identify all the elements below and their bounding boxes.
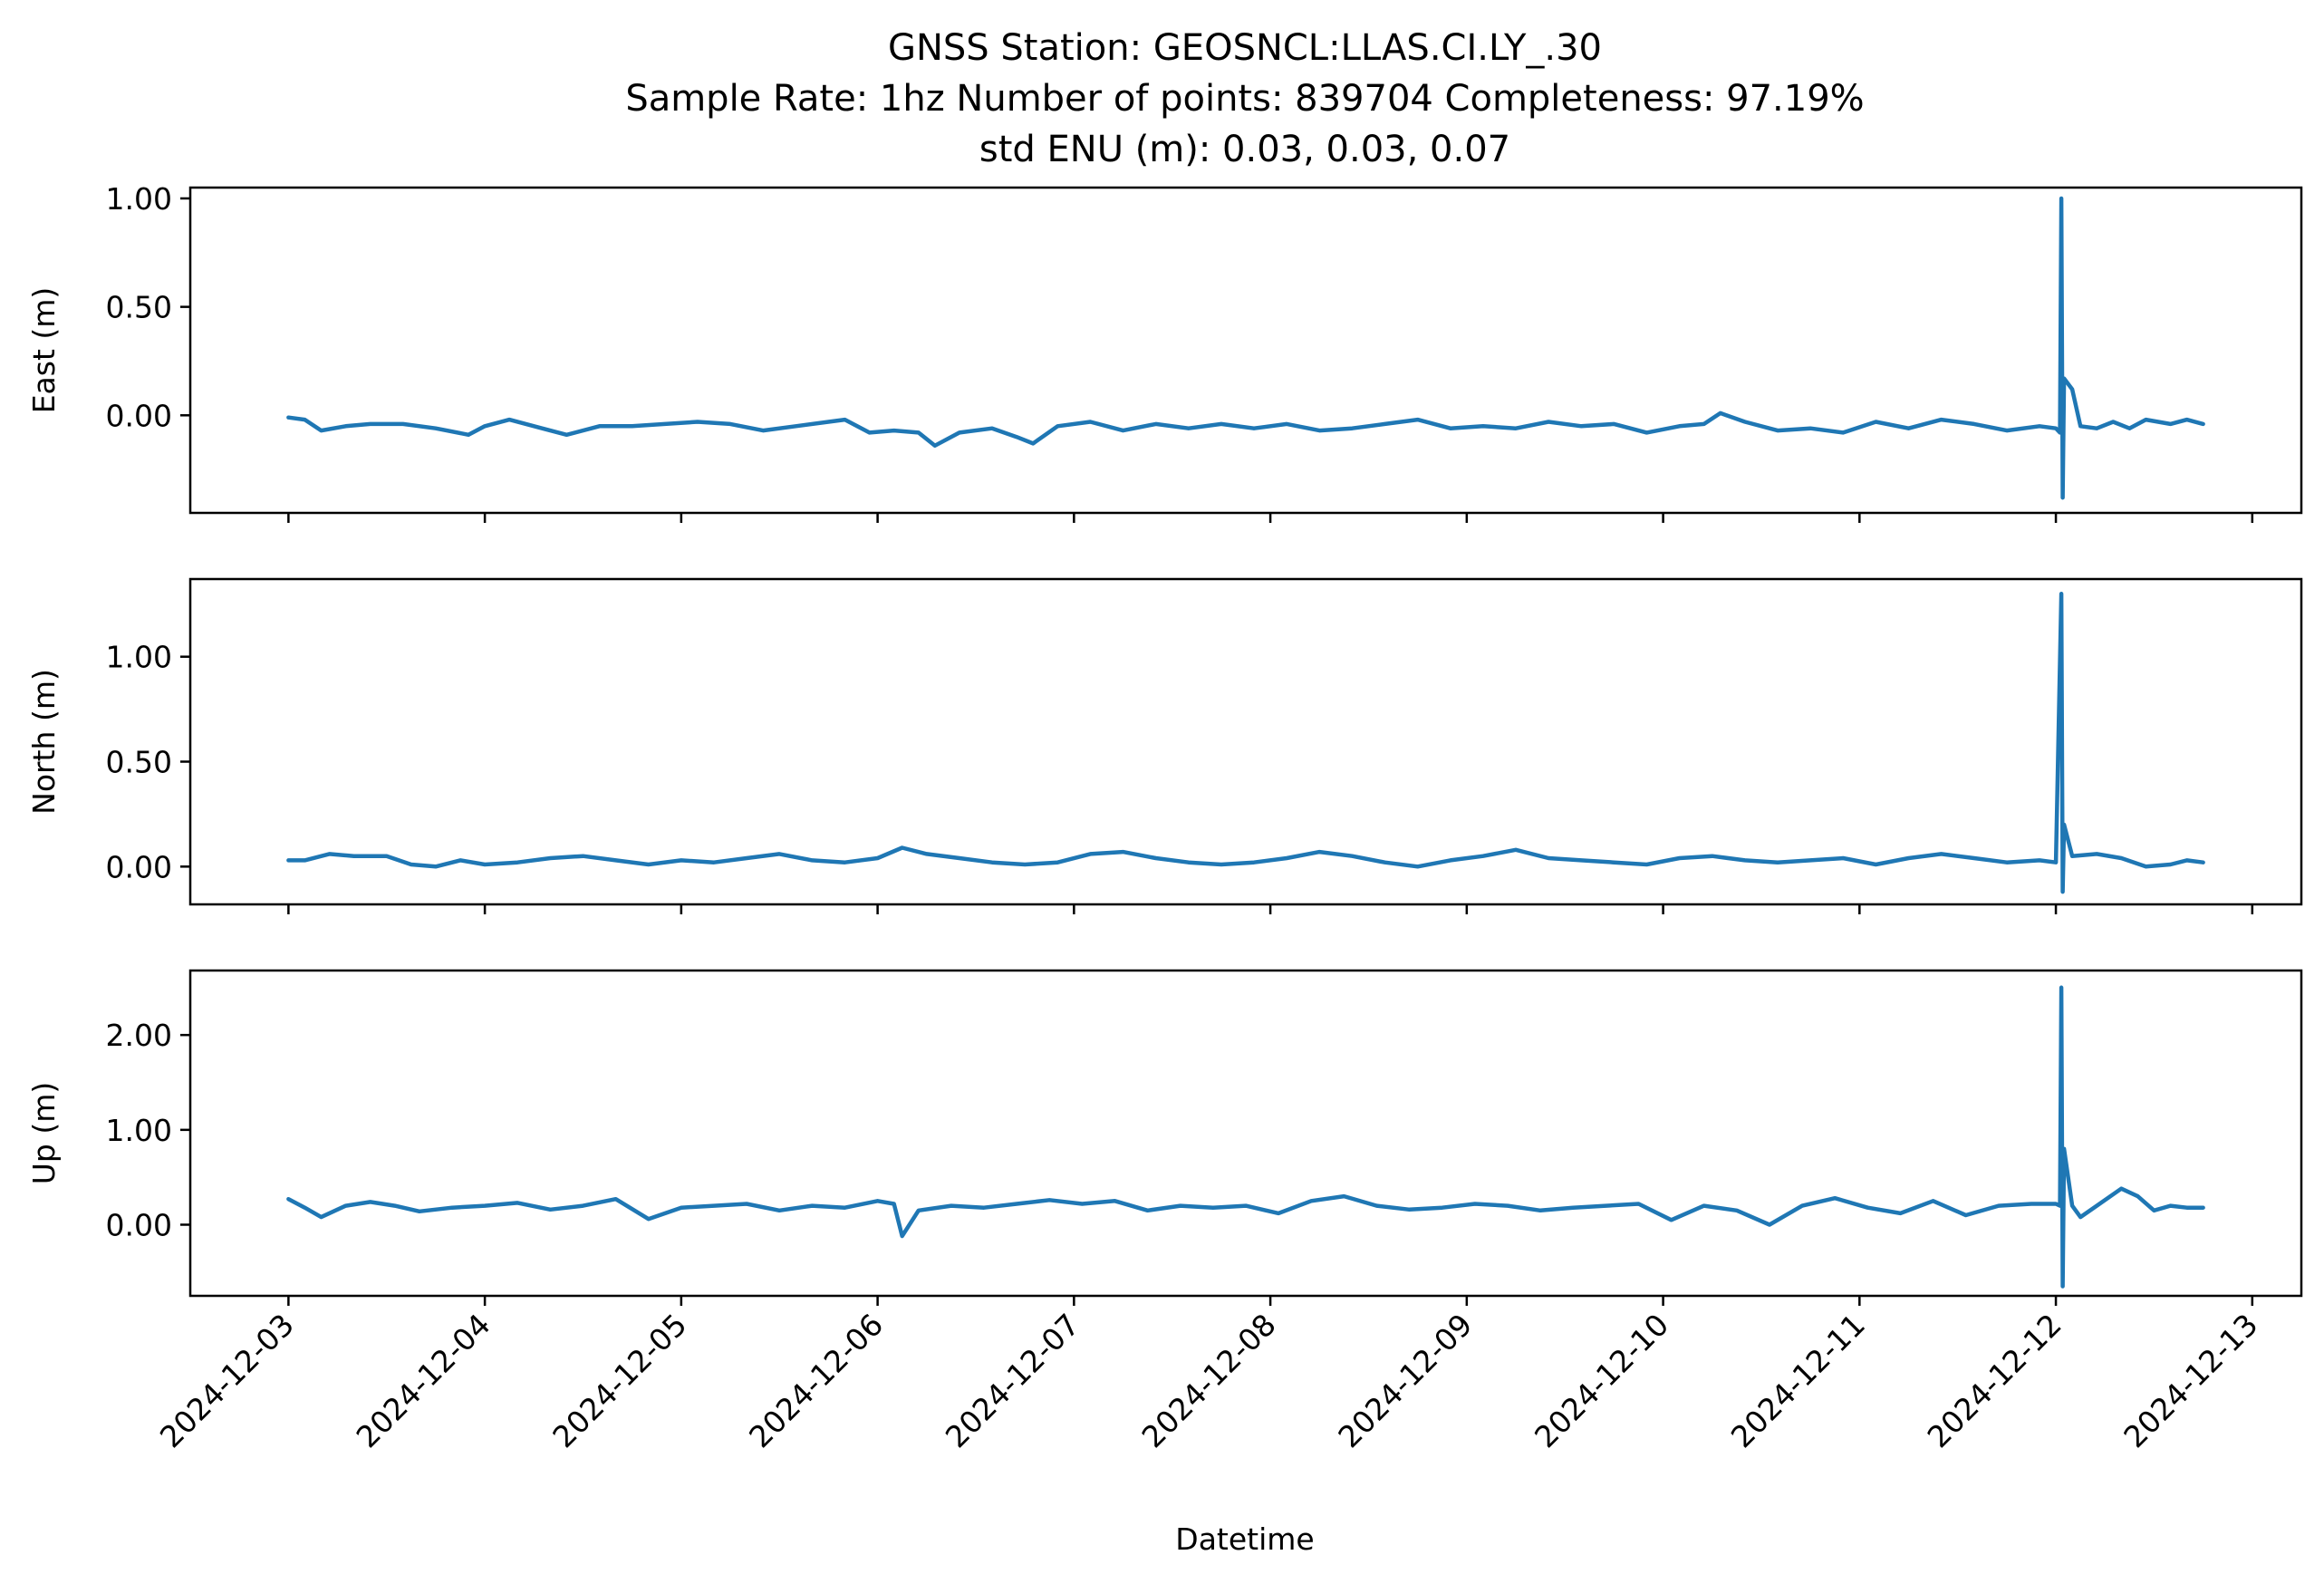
x-tick-label: 2024-12-06	[742, 1307, 890, 1454]
east-y-tick-label: 1.00	[106, 181, 172, 217]
up-axes-frame	[188, 969, 2303, 1298]
panel-north: 1.00 0.50 0.00 North (m)	[26, 577, 2303, 914]
title-line-stats: Sample Rate: 1hz Number of points: 83970…	[625, 78, 1864, 120]
panel-up: 2.00 1.00 0.00 Up (m)	[26, 969, 2303, 1306]
north-y-tick-label: 1.00	[106, 640, 172, 675]
x-tick-label: 2024-12-10	[1528, 1307, 1675, 1454]
subplot-panels: 1.00 0.50 0.00 East (m) 1.00 0.50 0.00 North (m…	[26, 181, 2303, 1306]
x-tick-label: 2024-12-13	[2117, 1307, 2264, 1454]
east-y-tick-label: 0.50	[106, 290, 172, 325]
east-y-tick-label: 0.00	[106, 398, 172, 433]
east-y-axis-label: East (m)	[26, 287, 62, 414]
x-tick-label: 2024-12-09	[1331, 1307, 1479, 1454]
up-y-tick-label: 1.00	[106, 1113, 172, 1148]
north-axes-frame	[188, 577, 2303, 906]
up-y-tick-label: 2.00	[106, 1018, 172, 1053]
title-line-std: std ENU (m): 0.03, 0.03, 0.07	[979, 129, 1510, 170]
east-axes-frame	[188, 186, 2303, 515]
up-y-axis-label: Up (m)	[26, 1082, 62, 1185]
north-y-tick-label: 0.50	[106, 745, 172, 780]
x-tick-label: 2024-12-08	[1135, 1307, 1283, 1454]
x-tick-label: 2024-12-12	[1921, 1307, 2068, 1454]
x-tick-label: 2024-12-04	[350, 1307, 497, 1454]
up-y-tick-label: 0.00	[106, 1208, 172, 1243]
x-axis-label: Datetime	[1175, 1521, 1314, 1557]
title-line-station: GNSS Station: GEOSNCL:LLAS.CI.LY_.30	[888, 27, 1602, 69]
chart-title: GNSS Station: GEOSNCL:LLAS.CI.LY_.30 Sam…	[625, 27, 1864, 170]
north-y-axis-label: North (m)	[26, 669, 62, 815]
up-series-line	[286, 985, 2205, 1289]
east-series-line	[286, 196, 2205, 500]
x-tick-label: 2024-12-11	[1724, 1307, 1872, 1454]
x-tick-label: 2024-12-03	[153, 1307, 301, 1454]
x-axis-tick-labels: 2024-12-03 2024-12-04 2024-12-05 2024-12-06…	[153, 1307, 2265, 1454]
x-tick-label: 2024-12-05	[545, 1307, 693, 1454]
north-y-tick-label: 0.00	[106, 849, 172, 884]
north-series-line	[286, 591, 2205, 894]
panel-east: 1.00 0.50 0.00 East (m)	[26, 181, 2303, 523]
x-tick-label: 2024-12-07	[939, 1307, 1086, 1454]
